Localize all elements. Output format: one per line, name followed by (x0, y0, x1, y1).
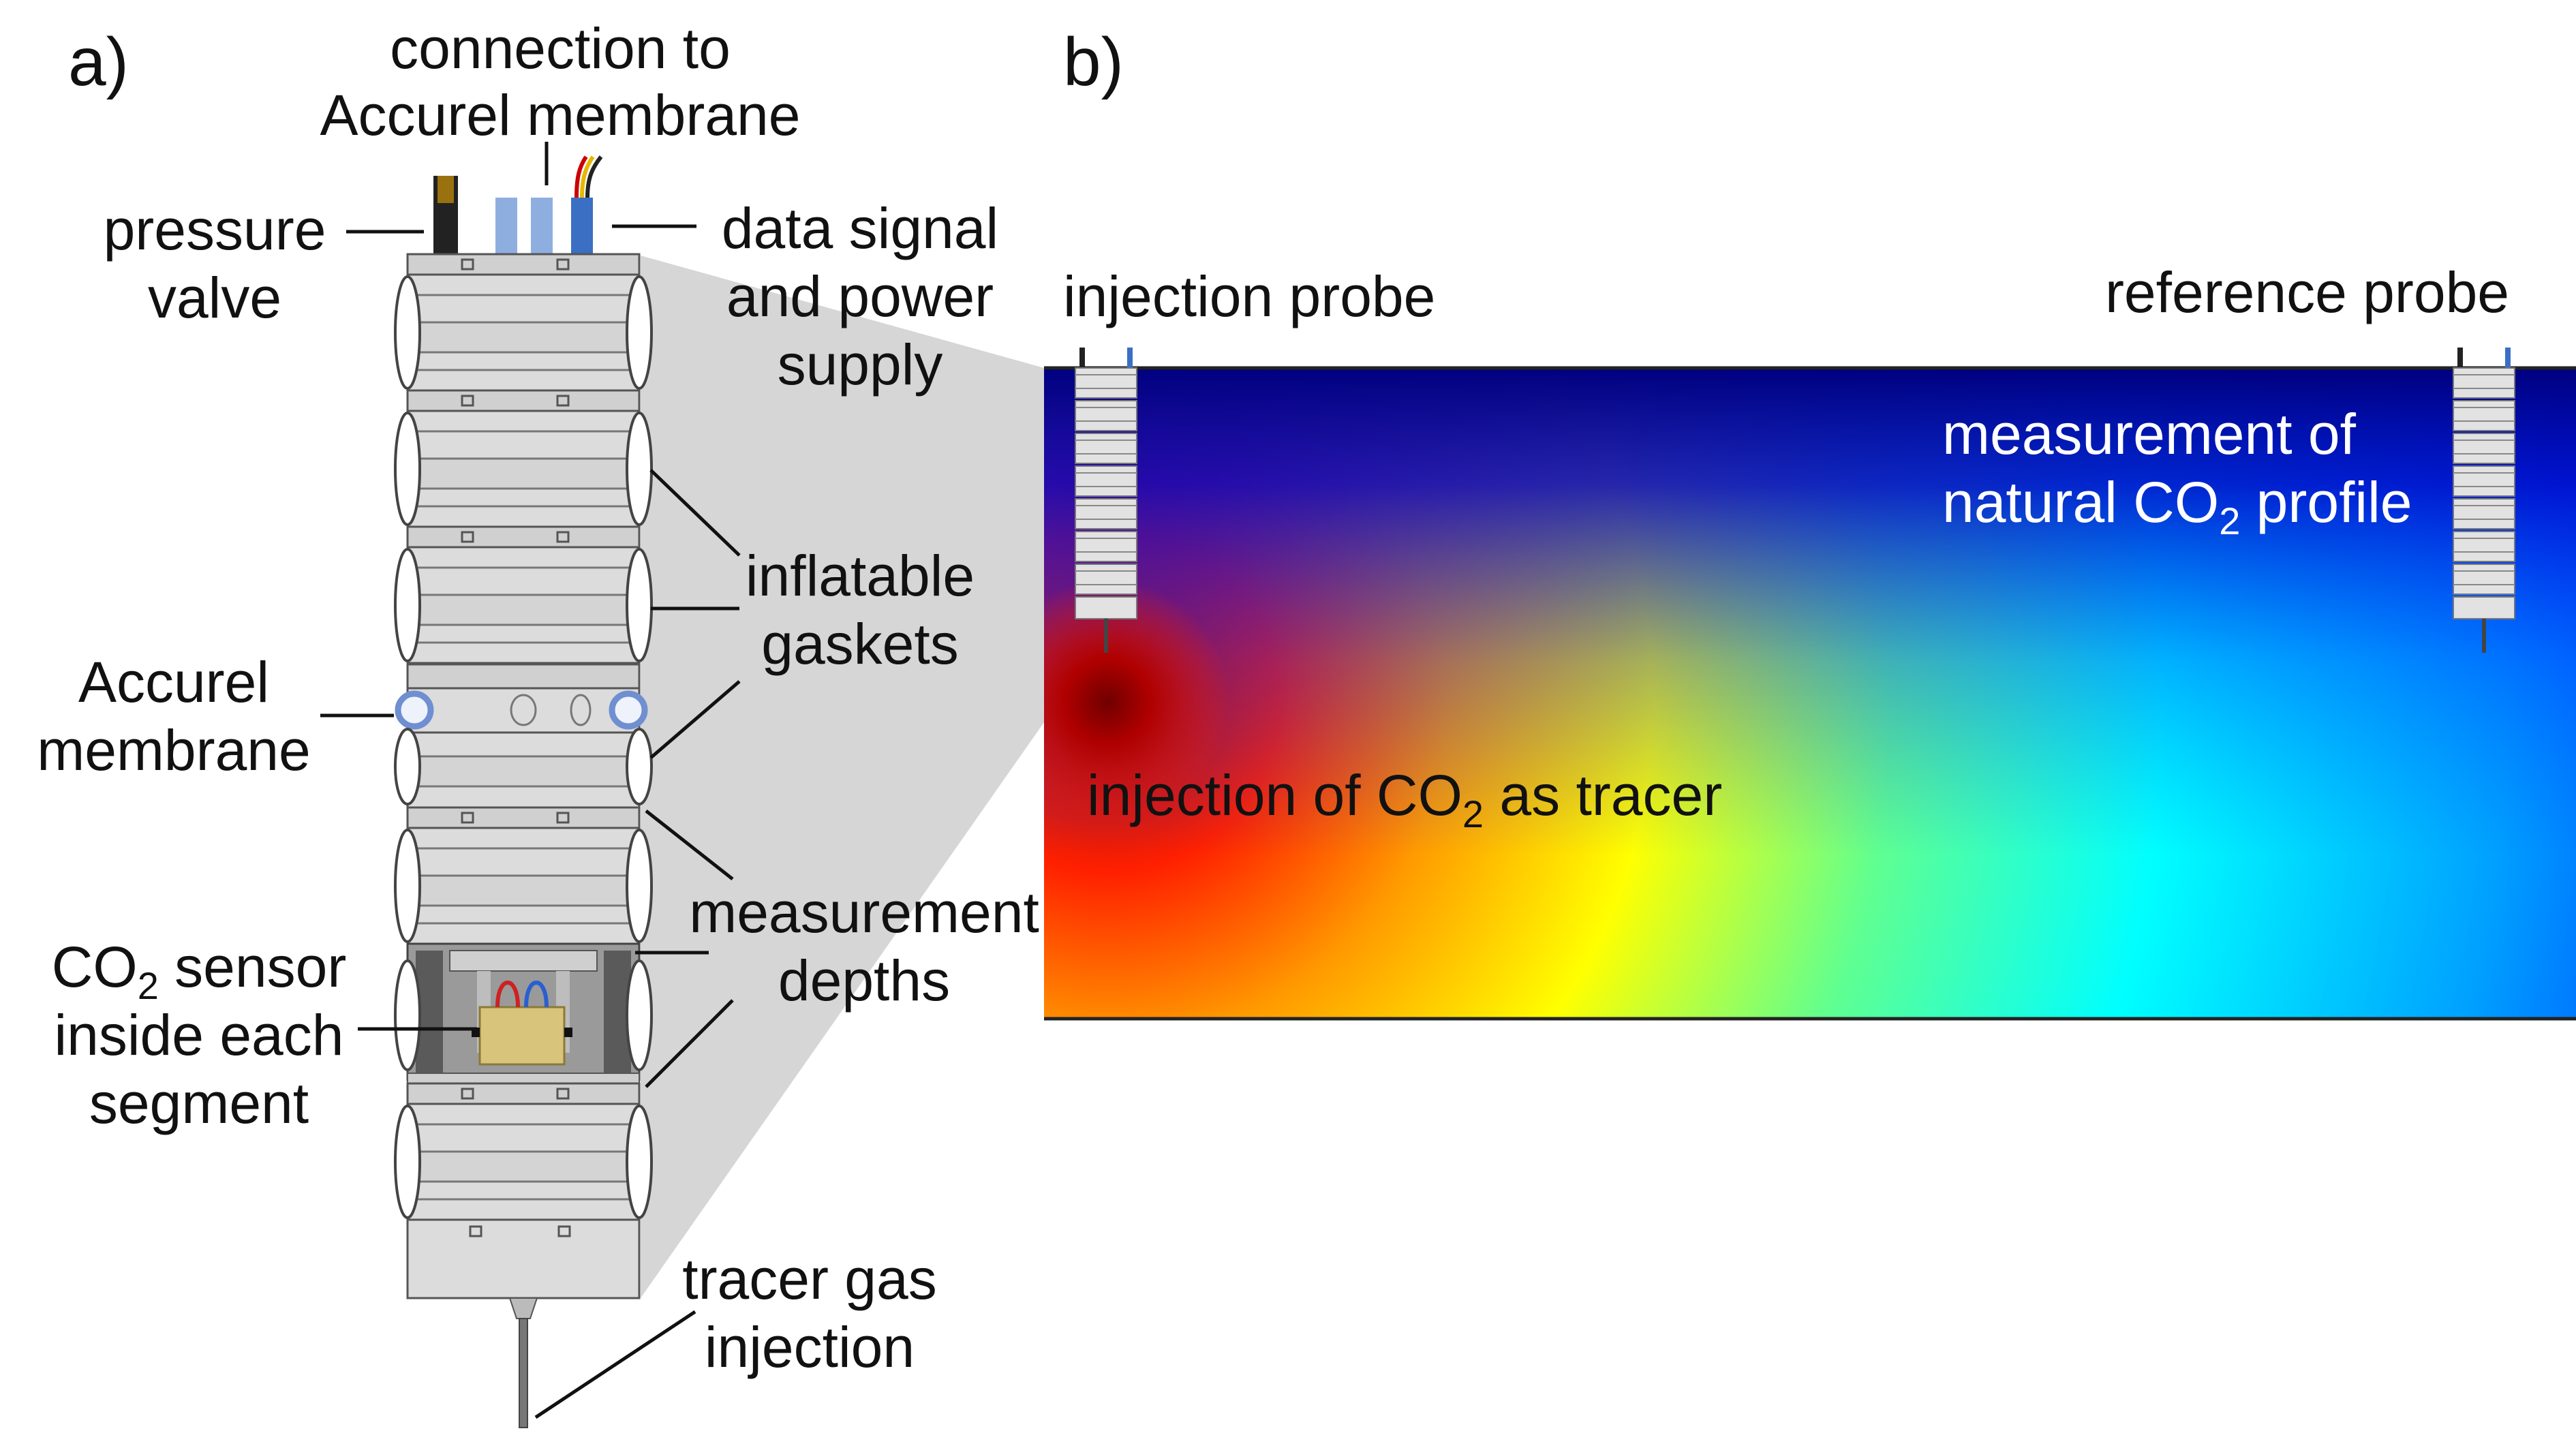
label-data-line1: data signal (722, 196, 998, 260)
membrane-connector-1 (495, 198, 517, 254)
label-sensor-rest: sensor (159, 935, 346, 999)
label-inj-post: as tracer (1484, 763, 1722, 827)
label-natural-post: profile (2240, 470, 2412, 534)
label-sensor-line1: CO2 sensor (52, 935, 347, 1007)
label-tracer-line2: injection (705, 1315, 915, 1379)
label-gaskets-line2: gaskets (761, 612, 959, 676)
injection-needle (519, 1318, 528, 1428)
label-natural-line1: measurement of (1942, 402, 2357, 466)
accurel-membrane-ring-left (395, 690, 434, 730)
label-natural-sub: 2 (2219, 499, 2240, 542)
label-sensor-sub: 2 (138, 964, 159, 1007)
label-inj-pre: injection of CO (1087, 763, 1462, 827)
label-natural-line2: natural CO2 profile (1942, 470, 2412, 542)
label-reference-probe: reference probe (2105, 260, 2509, 324)
label-tracer-line1: tracer gas (682, 1247, 937, 1311)
label-connection-line2: Accurel membrane (320, 83, 801, 147)
label-meas-line1: measurement (689, 880, 1039, 944)
label-injection-tracer: injection of CO2 as tracer (1087, 763, 1722, 835)
membrane-connector-2 (531, 198, 553, 254)
accurel-membrane-ring-right (609, 690, 648, 730)
zoom-wedge (641, 256, 1044, 1298)
label-accurel-line1: Accurel (78, 650, 269, 714)
label-gaskets-line1: inflatable (746, 544, 975, 608)
sensor-segment (394, 942, 653, 1084)
concentration-field (1044, 368, 2576, 1019)
label-data-line2: and power (726, 264, 994, 328)
label-pressure-line1: pressure (104, 198, 326, 262)
label-meas-line2: depths (778, 949, 950, 1013)
co2-sensor-part (478, 1006, 566, 1066)
power-connector (571, 198, 593, 254)
panel-a-letter: a) (68, 24, 129, 100)
probe-assembly (394, 155, 653, 1428)
panel-b-letter: b) (1063, 24, 1124, 100)
injection-probe (1075, 348, 1137, 653)
leader-lines (320, 142, 741, 1419)
label-accurel-line2: membrane (37, 718, 311, 782)
membrane-segment (394, 663, 653, 809)
label-injection-probe: injection probe (1063, 264, 1435, 328)
reference-probe (2453, 348, 2515, 653)
label-connection-line1: connection to (390, 16, 731, 80)
label-sensor-co: CO (52, 935, 138, 999)
label-pressure-line2: valve (148, 266, 281, 330)
label-sensor-line3: segment (89, 1071, 309, 1135)
label-data-line3: supply (778, 333, 943, 397)
label-inj-sub: 2 (1462, 792, 1484, 835)
label-sensor-line2: inside each (55, 1003, 344, 1067)
label-natural-pre: natural CO (1942, 470, 2219, 534)
